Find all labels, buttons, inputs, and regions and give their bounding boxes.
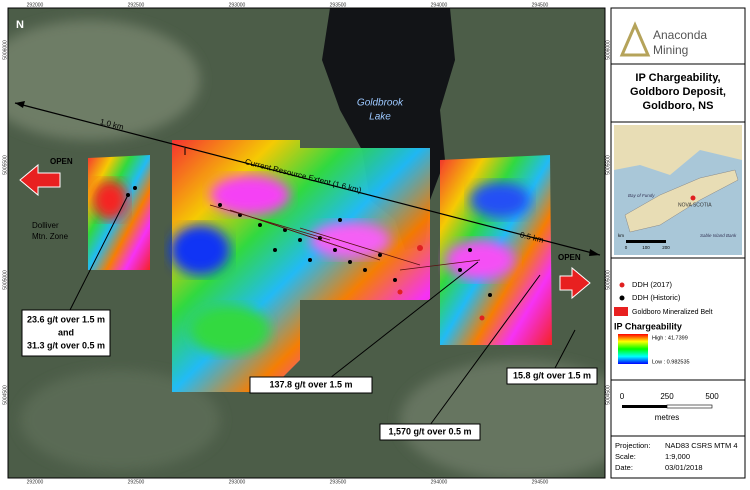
inset-label: Bay of Fundy <box>628 193 655 198</box>
callout-box <box>21 309 111 357</box>
leader-lines <box>69 194 576 426</box>
info-label: Projection: <box>615 441 650 450</box>
inset-label: Sable Island Bank <box>700 233 737 238</box>
grid-label: 294000 <box>431 479 448 485</box>
drill-holes-2017 <box>397 245 485 321</box>
callout-box <box>506 367 598 385</box>
inset-scale-label: km <box>618 233 624 238</box>
lake-label: Lake <box>369 112 391 123</box>
ip-high <box>92 180 128 220</box>
zone-label: Dolliver <box>32 221 59 230</box>
title: IP Chargeability, <box>635 72 720 84</box>
title: Goldboro, NS <box>643 100 714 112</box>
drill-holes <box>126 186 492 297</box>
color-ramp <box>618 334 648 364</box>
clearing <box>8 20 200 140</box>
grid-label: 5005000 <box>2 270 8 290</box>
callout: and <box>58 327 74 337</box>
legend-symbol <box>619 295 625 301</box>
open-arrow <box>559 266 591 300</box>
grid-label: 294500 <box>532 2 549 8</box>
open-label: OPEN <box>50 157 73 166</box>
logo-text: Mining <box>653 43 688 57</box>
ip-high <box>310 222 390 258</box>
north-arrow: N <box>16 19 24 31</box>
legend-label: DDH (2017) <box>632 280 673 289</box>
legend-label: DDH (Historic) <box>632 293 681 302</box>
callout: 1,570 g/t over 0.5 m <box>388 426 471 436</box>
title: Goldboro Deposit, <box>630 86 726 98</box>
callout: 23.6 g/t over 1.5 m <box>27 314 105 324</box>
scale-label: 250 <box>660 392 674 401</box>
grid-label: 292000 <box>27 2 44 8</box>
ip-low <box>470 182 530 218</box>
grid-label: 294500 <box>532 479 549 485</box>
inset-scale-label: 0 <box>625 245 628 250</box>
ip-high <box>210 175 290 215</box>
arrow-head <box>589 249 600 256</box>
zone-label: Mtn. Zone <box>32 232 69 241</box>
grid-label: 5006000 <box>605 40 611 60</box>
callout: 15.8 g/t over 1.5 m <box>513 370 591 380</box>
legend-heading: IP Chargeability <box>614 321 682 331</box>
info-label: Scale: <box>615 452 636 461</box>
drill-traces <box>209 204 481 271</box>
land <box>624 169 739 233</box>
grid-label: 5006000 <box>2 40 8 60</box>
callout-box <box>379 423 481 441</box>
inset-scale-label: 100 <box>642 245 650 250</box>
grid-label: 292500 <box>128 2 145 8</box>
lake-label: Goldbrook <box>357 98 404 109</box>
scale-unit: metres <box>655 413 679 422</box>
info-value: 1:9,000 <box>665 452 690 461</box>
arrow-head <box>15 101 25 108</box>
grid-labels: 292000 292000 292500 292500 293000 293000 2935… <box>2 2 611 485</box>
grid-label: 5005000 <box>605 270 611 290</box>
grid-label: 293500 <box>330 479 347 485</box>
side-panel: Anaconda Mining IP Chargeability, Goldbo… <box>610 7 746 479</box>
legend-label: Low : 0.982535 <box>652 359 690 365</box>
legend-symbol <box>614 307 628 316</box>
callout: 137.8 g/t over 1.5 m <box>269 379 352 389</box>
grid-label: 292500 <box>128 479 145 485</box>
callout: 31.3 g/t over 0.5 m <box>27 340 105 350</box>
scale-bar <box>666 404 713 409</box>
map-frame: 1.0 km Current Resource Extent (1.6 km) … <box>8 8 605 478</box>
legend-label: High : 41.7399 <box>652 335 688 341</box>
grid-label: 293000 <box>229 479 246 485</box>
grid-label: 5005500 <box>605 155 611 175</box>
grid-label: 293000 <box>229 2 246 8</box>
inset-scale-label: 200 <box>662 245 670 250</box>
clearing <box>400 360 605 478</box>
logo-text: Anaconda <box>653 28 707 42</box>
info-value: NAD83 CSRS MTM 4 <box>665 441 738 450</box>
legend-label: Goldboro Mineralized Belt <box>632 309 713 316</box>
open-label: OPEN <box>558 253 581 262</box>
ip-mid <box>190 305 270 355</box>
scale-label: 0 <box>620 392 625 401</box>
logo-mark <box>619 21 651 57</box>
info-label: Date: <box>615 463 633 472</box>
open-arrow <box>19 163 61 197</box>
inset-scale <box>626 240 666 243</box>
map-border <box>7 7 606 479</box>
scale-label: 500 <box>705 392 719 401</box>
ip-low <box>170 225 230 275</box>
grid-label: 5004500 <box>2 385 8 405</box>
callout-box <box>249 376 373 394</box>
grid-label: 292000 <box>27 479 44 485</box>
legend-symbol <box>619 282 625 288</box>
land <box>614 125 742 175</box>
extent-line <box>14 102 601 256</box>
inset-label: NOVA SCOTIA <box>678 202 712 208</box>
grid-label: 293500 <box>330 2 347 8</box>
clearing <box>20 370 220 470</box>
site-marker <box>690 195 696 201</box>
info-value: 03/01/2018 <box>665 463 703 472</box>
projection-info: Projection: NAD83 CSRS MTM 4 Scale: 1:9,000… <box>615 441 738 472</box>
grid-label: 5005500 <box>2 155 8 175</box>
grid-label: 5004500 <box>605 385 611 405</box>
grid-label: 294000 <box>431 2 448 8</box>
